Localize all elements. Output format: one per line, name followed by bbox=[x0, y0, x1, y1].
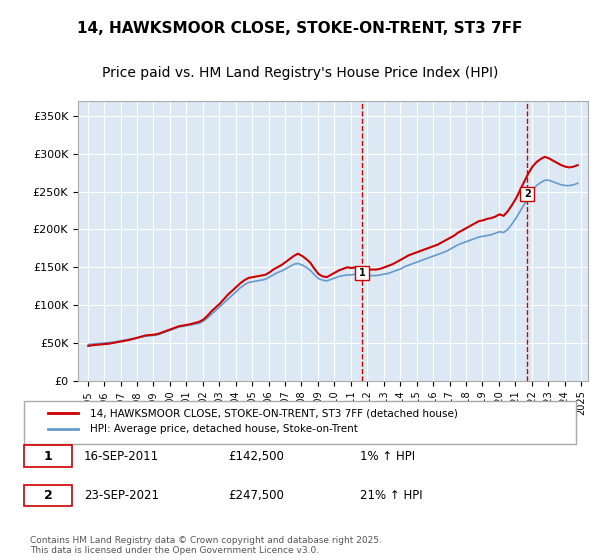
FancyBboxPatch shape bbox=[24, 485, 72, 506]
Text: Contains HM Land Registry data © Crown copyright and database right 2025.
This d: Contains HM Land Registry data © Crown c… bbox=[30, 536, 382, 556]
Text: 2: 2 bbox=[524, 189, 531, 198]
Text: 14, HAWKSMOOR CLOSE, STOKE-ON-TRENT, ST3 7FF: 14, HAWKSMOOR CLOSE, STOKE-ON-TRENT, ST3… bbox=[77, 21, 523, 36]
Text: 1: 1 bbox=[44, 450, 52, 463]
Text: £247,500: £247,500 bbox=[228, 489, 284, 502]
Text: 14, HAWKSMOOR CLOSE, STOKE-ON-TRENT, ST3 7FF (detached house): 14, HAWKSMOOR CLOSE, STOKE-ON-TRENT, ST3… bbox=[90, 408, 458, 418]
FancyBboxPatch shape bbox=[24, 445, 72, 467]
Text: HPI: Average price, detached house, Stoke-on-Trent: HPI: Average price, detached house, Stok… bbox=[90, 424, 358, 434]
Text: 1% ↑ HPI: 1% ↑ HPI bbox=[360, 450, 415, 463]
Text: 16-SEP-2011: 16-SEP-2011 bbox=[84, 450, 159, 463]
Text: £142,500: £142,500 bbox=[228, 450, 284, 463]
Text: 21% ↑ HPI: 21% ↑ HPI bbox=[360, 489, 422, 502]
Text: 1: 1 bbox=[359, 268, 366, 278]
Text: 2: 2 bbox=[44, 489, 52, 502]
Text: Price paid vs. HM Land Registry's House Price Index (HPI): Price paid vs. HM Land Registry's House … bbox=[102, 66, 498, 80]
FancyBboxPatch shape bbox=[24, 400, 576, 444]
Text: 23-SEP-2021: 23-SEP-2021 bbox=[84, 489, 159, 502]
